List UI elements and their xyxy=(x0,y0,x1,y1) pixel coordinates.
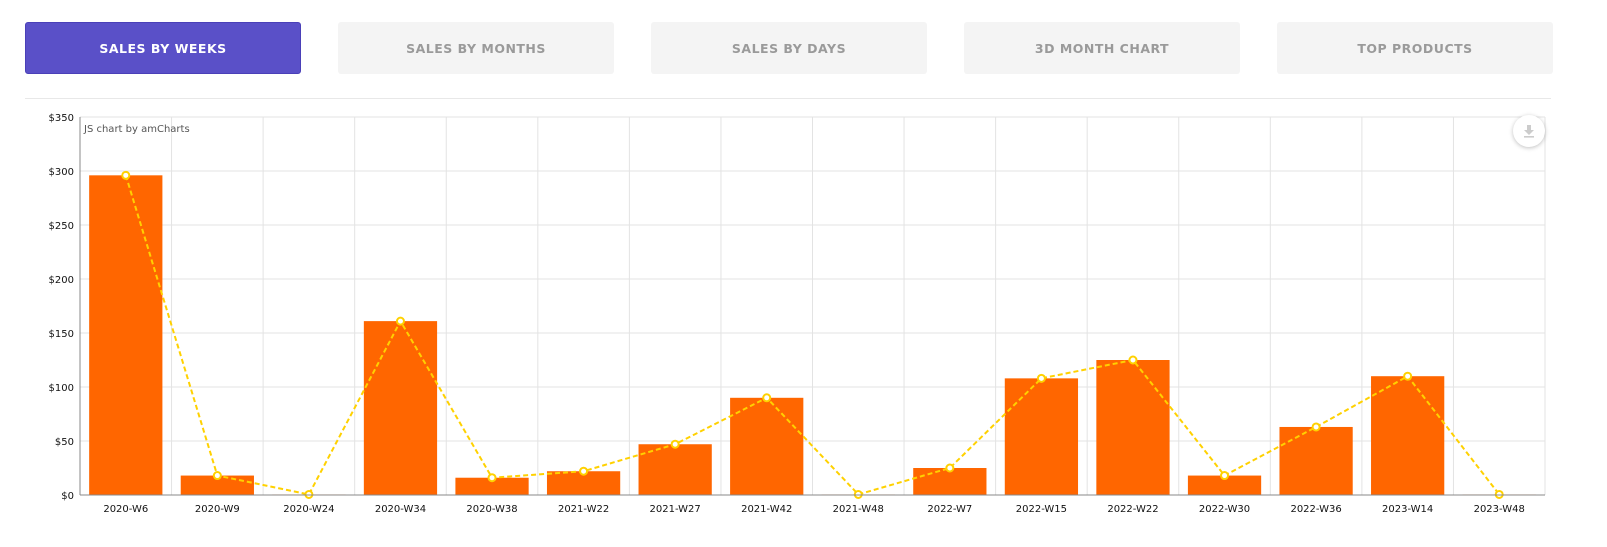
download-icon xyxy=(1524,125,1534,138)
x-tick-label: 2022-W22 xyxy=(1107,504,1158,515)
y-tick-label: $350 xyxy=(49,113,74,124)
bar xyxy=(638,444,712,495)
sales-chart: $0$50$100$150$200$250$300$350 2020-W6 202… xyxy=(49,113,1546,515)
tab-sales-by-days[interactable]: SALES BY DAYS xyxy=(651,22,927,74)
line-series xyxy=(121,170,1504,499)
x-axis: 2020-W6 2020-W9 2020-W24 2020-W34 2020-W38 20… xyxy=(80,494,1545,515)
x-tick-label: 2022-W30 xyxy=(1199,504,1250,515)
line-point xyxy=(945,463,955,473)
x-tick-label: 2020-W34 xyxy=(375,504,426,515)
x-tick-label: 2022-W15 xyxy=(1016,504,1067,515)
line-path xyxy=(124,175,1501,496)
line-point xyxy=(579,466,589,476)
tab-sales-by-months[interactable]: SALES BY MONTHS xyxy=(338,22,614,74)
tab-3d-month-chart[interactable]: 3D MONTH CHART xyxy=(964,22,1240,74)
x-tick-label: 2020-W24 xyxy=(283,504,334,515)
line-point xyxy=(1220,471,1230,481)
bar xyxy=(363,321,438,495)
download-button[interactable] xyxy=(1513,115,1545,147)
x-tick-label: 2020-W6 xyxy=(103,504,148,515)
bar xyxy=(1371,376,1445,495)
line-point xyxy=(1128,355,1138,365)
y-tick-label: $50 xyxy=(55,437,74,448)
bar-series xyxy=(89,175,1536,496)
chart-tabs: SALES BY WEEKS SALES BY MONTHS SALES BY … xyxy=(0,0,1607,100)
bar xyxy=(546,471,621,495)
x-tick-label: 2021-W42 xyxy=(741,504,792,515)
tab-top-products[interactable]: TOP PRODUCTS xyxy=(1277,22,1553,74)
y-tick-label: $0 xyxy=(61,491,74,502)
line-point xyxy=(212,471,222,481)
x-tick-label: 2021-W48 xyxy=(833,504,884,515)
x-tick-label: 2023-W48 xyxy=(1474,504,1525,515)
line-point xyxy=(762,393,772,403)
line-point xyxy=(395,316,405,326)
line-point xyxy=(1403,371,1413,381)
tabs-divider xyxy=(25,98,1551,99)
bar xyxy=(180,475,254,495)
x-tick-label: 2021-W22 xyxy=(558,504,609,515)
line-point xyxy=(1494,489,1504,499)
x-tick-label: 2022-W36 xyxy=(1290,504,1341,515)
chart-credit[interactable]: JS chart by amCharts xyxy=(83,124,190,135)
line-point xyxy=(670,439,680,449)
bar xyxy=(1004,378,1079,495)
y-tick-label: $150 xyxy=(49,329,74,340)
x-tick-label: 2022-W7 xyxy=(927,504,972,515)
y-tick-label: $250 xyxy=(49,221,74,232)
line-point xyxy=(487,473,497,483)
bar xyxy=(730,397,804,495)
x-tick-label: 2023-W14 xyxy=(1382,504,1433,515)
line-point xyxy=(121,170,131,180)
y-tick-label: $300 xyxy=(49,167,74,178)
chart-grid xyxy=(79,116,1546,496)
x-tick-label: 2020-W38 xyxy=(466,504,517,515)
bar xyxy=(455,477,529,495)
y-tick-label: $100 xyxy=(49,383,74,394)
line-point xyxy=(853,489,863,499)
y-tick-label: $200 xyxy=(49,275,74,286)
y-axis: $0 $50 $100 $150 $200 $250 $300 $350 xyxy=(49,113,81,502)
line-point xyxy=(1311,422,1321,432)
x-tick-label: 2021-W27 xyxy=(650,504,701,515)
tab-sales-by-weeks[interactable]: SALES BY WEEKS xyxy=(25,22,301,74)
line-point xyxy=(304,489,314,499)
x-tick-label: 2020-W9 xyxy=(195,504,240,515)
bar xyxy=(1279,426,1353,495)
line-point xyxy=(1036,373,1046,383)
bar xyxy=(1187,475,1262,495)
bar xyxy=(1096,360,1170,495)
bar xyxy=(89,175,163,495)
